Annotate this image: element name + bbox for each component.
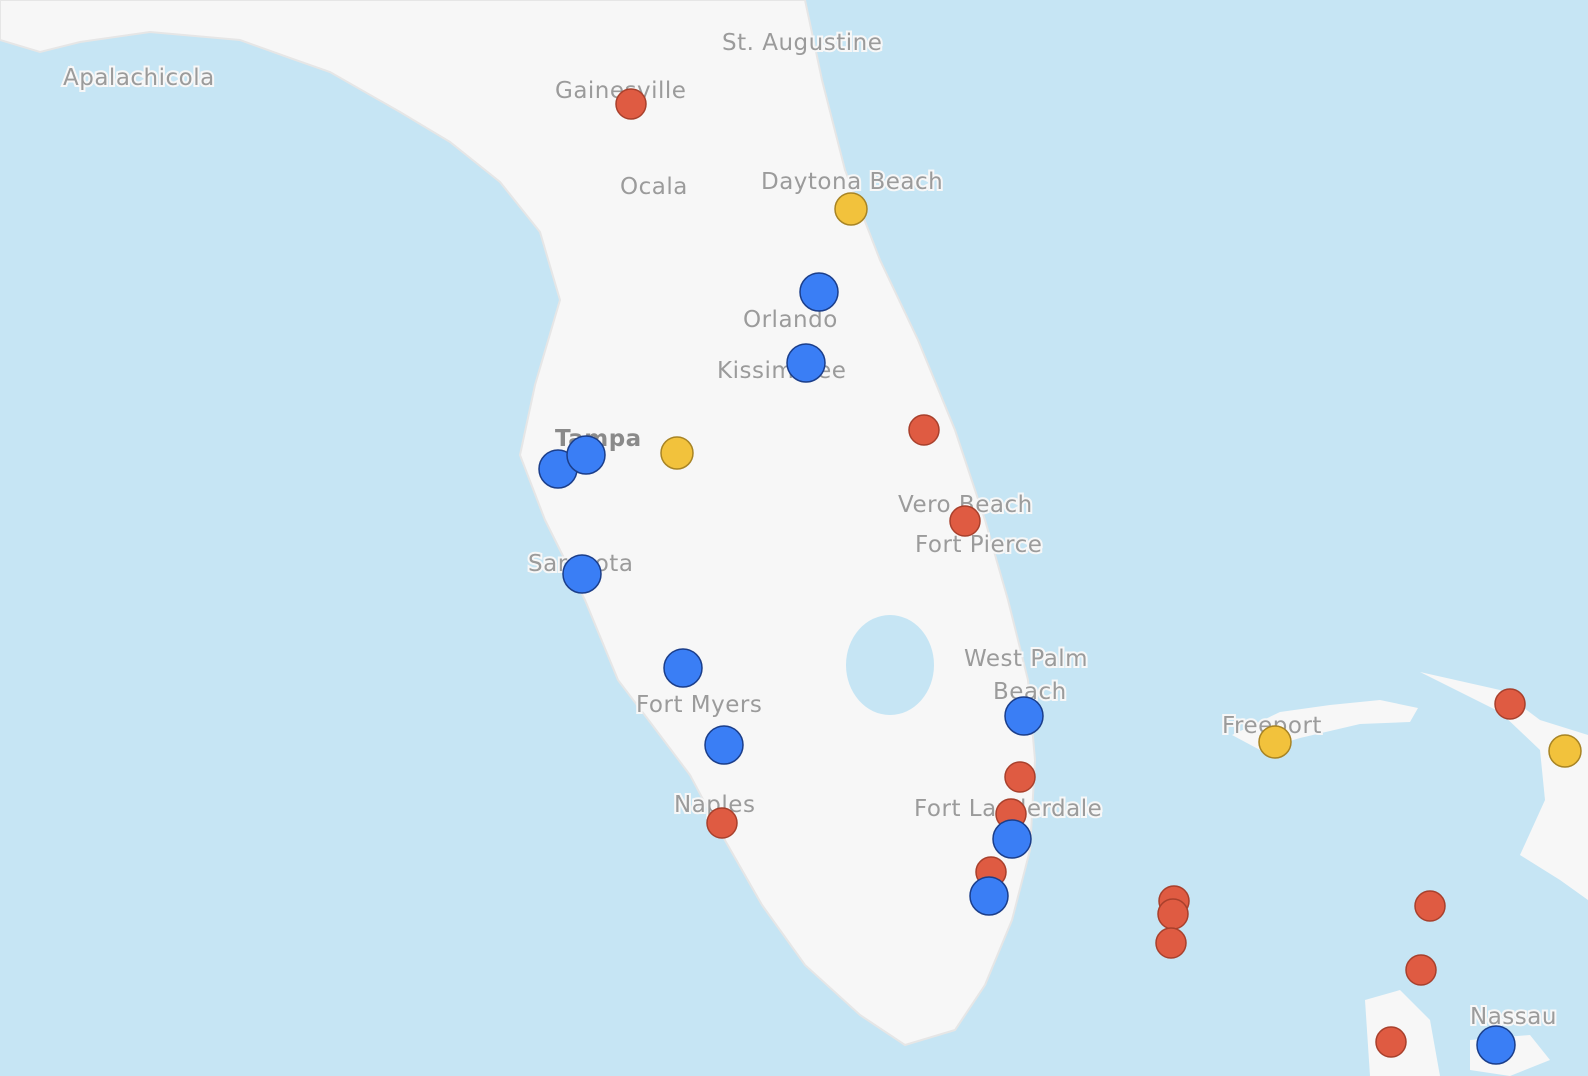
marker[interactable] [992, 819, 1032, 859]
city-label: Kissimmee [717, 358, 846, 384]
marker[interactable] [1405, 954, 1437, 986]
city-label: Ocala [620, 174, 688, 200]
markers [538, 88, 1582, 1065]
marker[interactable] [949, 505, 981, 537]
marker[interactable] [1258, 725, 1292, 759]
city-label: Nassau [1470, 1004, 1557, 1030]
marker[interactable] [1476, 1025, 1516, 1065]
marker[interactable] [704, 725, 744, 765]
marker[interactable] [1004, 761, 1036, 793]
marker[interactable] [799, 272, 839, 312]
city-label: Fort Myers [636, 692, 762, 718]
marker[interactable] [706, 807, 738, 839]
city-label: West Palm [964, 646, 1088, 672]
marker[interactable] [1548, 734, 1582, 768]
marker[interactable] [834, 192, 868, 226]
marker[interactable] [615, 88, 647, 120]
marker[interactable] [1155, 927, 1187, 959]
marker[interactable] [1494, 688, 1526, 720]
city-label: Fort Pierce [915, 532, 1042, 558]
marker[interactable] [1414, 890, 1446, 922]
marker[interactable] [908, 414, 940, 446]
marker[interactable] [1157, 898, 1189, 930]
marker[interactable] [786, 343, 826, 383]
marker[interactable] [969, 876, 1009, 916]
marker[interactable] [1004, 696, 1044, 736]
marker[interactable] [1375, 1026, 1407, 1058]
marker[interactable] [663, 648, 703, 688]
city-label: St. Augustine [722, 30, 882, 56]
city-label: Apalachicola [63, 65, 215, 91]
lake-okeechobee [846, 615, 934, 715]
city-label: Daytona Beach [761, 169, 943, 195]
marker[interactable] [562, 554, 602, 594]
marker[interactable] [566, 435, 606, 475]
florida-land [0, 0, 1037, 1047]
abaco [1420, 672, 1588, 900]
marker[interactable] [660, 436, 694, 470]
